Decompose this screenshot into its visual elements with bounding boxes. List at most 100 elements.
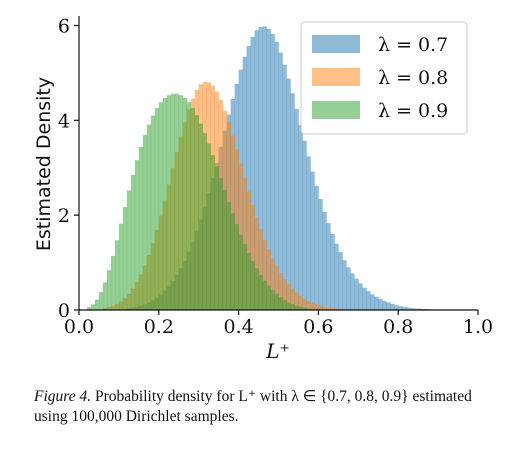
y-tick-label: 4 xyxy=(58,110,70,132)
y-axis-label: Estimated Density xyxy=(33,77,55,251)
bar xyxy=(406,307,411,310)
bar xyxy=(174,93,180,311)
bar xyxy=(366,291,371,310)
bar xyxy=(378,299,383,310)
bar xyxy=(318,305,323,310)
bar xyxy=(338,252,343,310)
bar xyxy=(194,115,199,310)
bar xyxy=(270,290,275,310)
bar xyxy=(230,213,235,310)
legend: λ = 0.7 λ = 0.8 λ = 0.9 xyxy=(300,21,468,135)
bar xyxy=(278,297,283,310)
bar xyxy=(306,308,311,310)
bar xyxy=(274,42,279,310)
bar xyxy=(266,28,271,311)
bar xyxy=(218,178,223,310)
bar xyxy=(102,282,108,310)
bar xyxy=(358,283,363,310)
bar xyxy=(262,280,267,310)
bar xyxy=(294,305,299,310)
bar xyxy=(326,223,331,310)
bar xyxy=(398,306,403,310)
bar xyxy=(146,124,152,310)
axes xyxy=(78,16,478,311)
bar xyxy=(394,305,399,310)
bar xyxy=(110,255,116,310)
bar xyxy=(242,244,247,310)
bar xyxy=(302,140,307,310)
bar xyxy=(326,307,331,310)
x-axis-label: L⁺ xyxy=(265,339,290,363)
bar xyxy=(166,95,172,310)
bar xyxy=(322,211,327,310)
bar xyxy=(278,52,283,310)
x-tick-label: 0.0 xyxy=(64,316,94,338)
bar xyxy=(270,258,275,310)
legend-swatch xyxy=(312,68,360,86)
bar xyxy=(266,249,271,310)
x-tick-label: 1.0 xyxy=(463,316,493,338)
bar xyxy=(226,201,231,310)
bar xyxy=(418,308,423,310)
bar xyxy=(410,308,415,310)
bar xyxy=(254,217,259,310)
bar xyxy=(386,302,391,310)
bar xyxy=(330,234,335,310)
bar xyxy=(126,190,132,310)
y-tick-label: 0 xyxy=(58,300,70,322)
x-ticks: 0.0 0.2 0.4 0.6 0.8 1.0 xyxy=(64,310,493,338)
bar xyxy=(130,174,136,310)
legend-label: λ = 0.8 xyxy=(378,67,448,89)
bar xyxy=(286,302,291,310)
bar xyxy=(98,291,104,310)
bar xyxy=(122,207,128,310)
bar xyxy=(258,274,263,310)
y-tick-label: 6 xyxy=(58,15,70,37)
bar xyxy=(302,307,307,310)
bar xyxy=(298,125,303,310)
histogram-bars xyxy=(86,26,431,311)
bar xyxy=(314,185,319,310)
caption-text: Probability density for L⁺ with λ ∈ {0.7… xyxy=(34,388,472,425)
bar xyxy=(282,300,287,310)
bar xyxy=(154,107,160,311)
bar xyxy=(254,268,259,310)
legend-swatch xyxy=(312,35,360,53)
bar xyxy=(162,98,168,310)
bar xyxy=(346,267,351,310)
bar xyxy=(306,300,311,310)
bar xyxy=(182,98,188,310)
bar xyxy=(258,228,263,310)
bar xyxy=(362,287,367,310)
bar xyxy=(222,190,227,310)
bar xyxy=(198,123,203,310)
bar xyxy=(290,288,295,310)
y-tick-label: 2 xyxy=(58,205,70,227)
bar xyxy=(286,283,291,310)
x-tick-label: 0.8 xyxy=(383,316,413,338)
figure-caption: Figure 4. Probability density for L⁺ wit… xyxy=(34,387,504,427)
bar xyxy=(210,154,215,310)
bar xyxy=(298,306,303,310)
x-tick-label: 0.4 xyxy=(223,316,253,338)
bar xyxy=(342,260,347,310)
bar xyxy=(290,304,295,310)
bar xyxy=(178,95,184,310)
bar xyxy=(314,304,319,310)
figure-label: Figure 4. xyxy=(34,388,92,405)
bar xyxy=(234,224,239,310)
bar xyxy=(390,303,395,310)
bar xyxy=(286,78,291,310)
bar xyxy=(190,107,196,311)
bar xyxy=(310,302,315,310)
x-tick-label: 0.2 xyxy=(144,316,174,338)
bar xyxy=(294,108,299,310)
bar xyxy=(290,93,295,310)
bar xyxy=(306,156,311,310)
bar xyxy=(206,143,211,310)
bar xyxy=(246,191,251,310)
bar xyxy=(202,133,207,310)
bar xyxy=(254,30,259,310)
bar xyxy=(262,239,267,310)
bar xyxy=(370,294,375,310)
